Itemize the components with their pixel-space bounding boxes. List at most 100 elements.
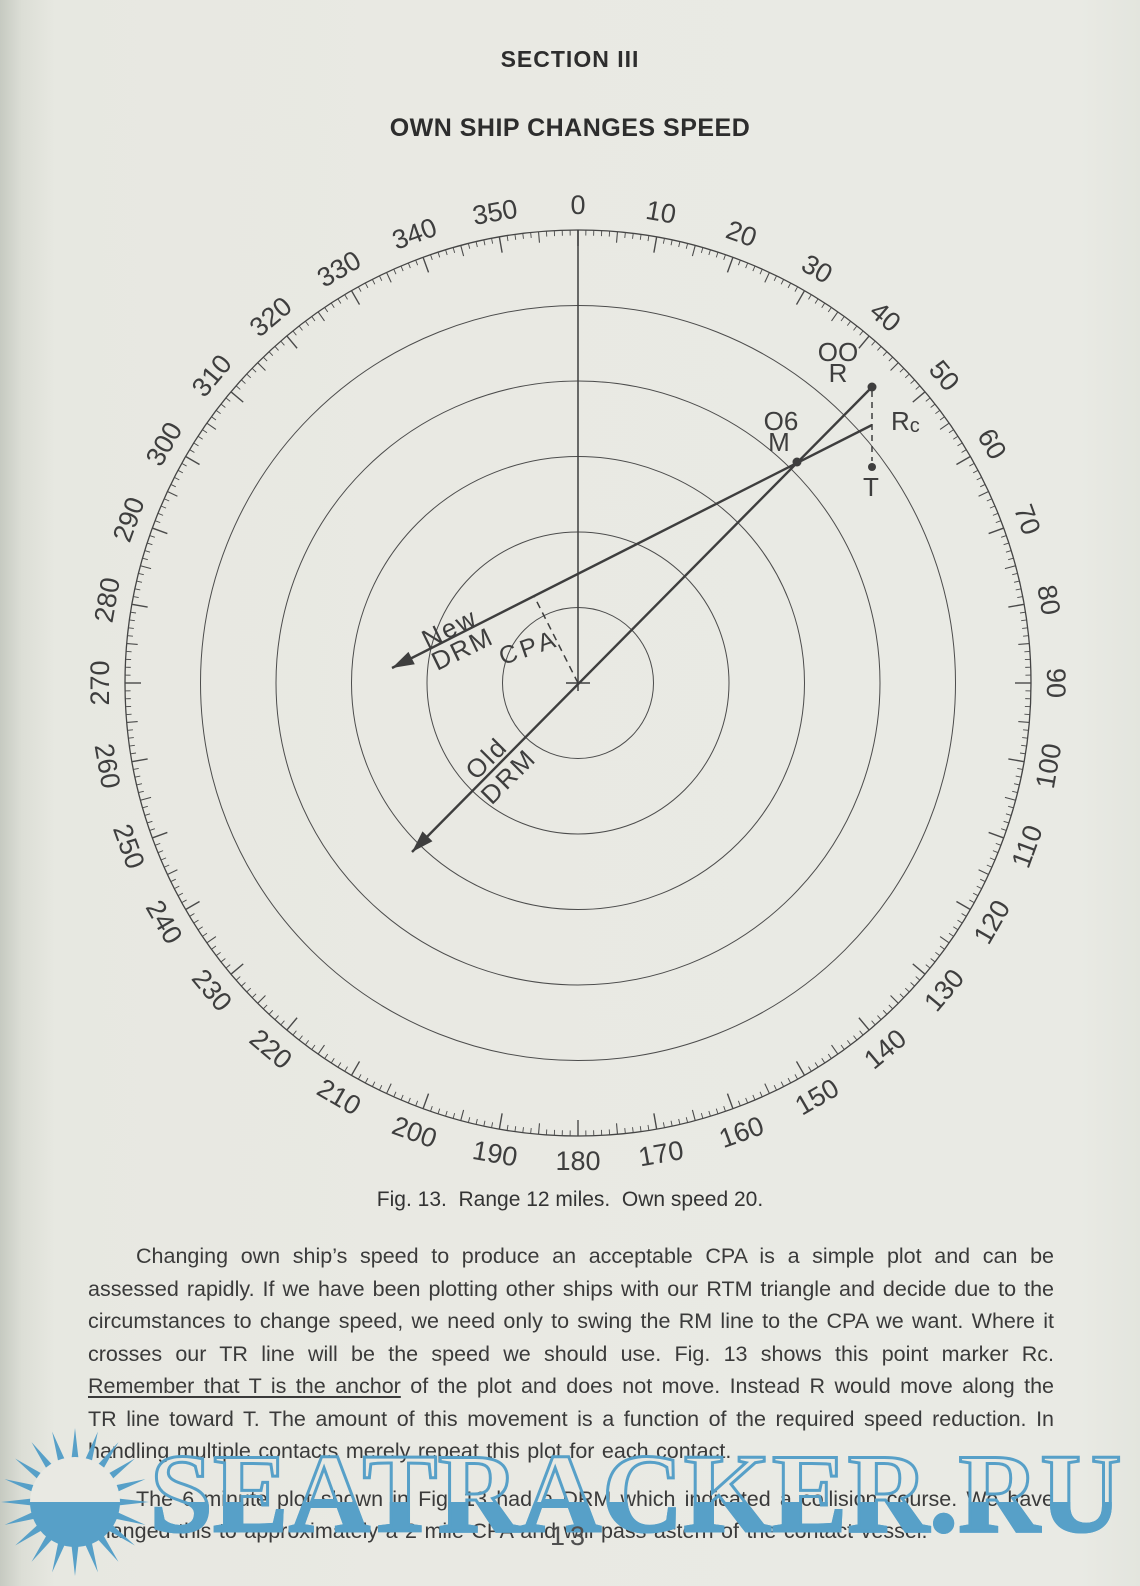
compass-tick	[530, 232, 532, 238]
compass-tick	[491, 238, 494, 244]
compass-tick	[615, 231, 619, 243]
compass-tick	[662, 1122, 665, 1128]
compass-tick	[514, 1126, 517, 1132]
compass-tick	[330, 302, 335, 308]
compass-tick	[708, 1110, 711, 1117]
compass-tick	[246, 373, 252, 379]
compass-tick	[185, 900, 200, 911]
compass-tick	[514, 234, 517, 240]
degree-label: 120	[968, 895, 1017, 949]
compass-tick	[969, 899, 975, 904]
compass-tick	[144, 813, 151, 816]
degree-label: 240	[140, 895, 189, 949]
compass-tick	[379, 1085, 383, 1091]
compass-tick	[241, 379, 246, 384]
compass-tick	[1019, 752, 1026, 755]
compass-tick	[154, 520, 161, 524]
compass-tick	[759, 268, 763, 275]
compass-tick	[445, 249, 448, 256]
compass-tick	[846, 1040, 851, 1046]
compass-tick	[989, 505, 996, 509]
compass-tick	[136, 783, 143, 786]
label-m: M	[768, 427, 790, 457]
compass-tick	[215, 951, 221, 956]
compass-tick	[142, 805, 148, 809]
compass-tick	[980, 878, 986, 882]
degree-label: 340	[388, 212, 441, 256]
degree-label: 350	[470, 194, 520, 231]
degree-label: 0	[570, 190, 585, 220]
compass-tick	[286, 1017, 298, 1031]
compass-tick	[371, 1081, 376, 1087]
compass-tick	[337, 298, 342, 304]
degree-label: 200	[388, 1110, 441, 1154]
compass-tick	[1013, 783, 1020, 786]
compass-tick	[888, 1004, 894, 1010]
compass-tick	[915, 385, 921, 390]
compass-tick	[400, 265, 404, 272]
compass-tick	[1022, 627, 1028, 629]
compass-tick	[853, 1035, 858, 1041]
compass-tick	[305, 320, 310, 326]
compass-tick	[128, 737, 134, 739]
compass-tick	[157, 512, 164, 516]
paragraph-2: The 6 minute plot shown in Fig. 13 had a…	[88, 1483, 1054, 1548]
compass-tick	[350, 290, 361, 305]
compass-tick	[1008, 805, 1014, 809]
compass-tick	[498, 236, 503, 253]
compass-tick	[840, 316, 845, 322]
compass-tick	[715, 252, 719, 258]
page-title: OWN SHIP CHANGES SPEED	[389, 114, 751, 142]
degree-label: 100	[1030, 741, 1067, 791]
compass-tick	[337, 1062, 342, 1068]
compass-tick	[1017, 596, 1023, 599]
compass-tick	[910, 379, 915, 384]
compass-tick	[653, 236, 658, 253]
compass-tick	[948, 429, 954, 434]
compass-tick	[452, 247, 456, 253]
compass-tick	[522, 1127, 524, 1133]
compass-tick	[723, 254, 726, 261]
compass-tick	[956, 900, 971, 911]
compass-tick	[386, 1083, 392, 1094]
paragraph-1-text: Changing own ship’s speed to produce an …	[88, 1244, 1054, 1366]
compass-tick	[475, 1118, 478, 1125]
compass-tick	[530, 1128, 532, 1134]
compass-tick	[280, 340, 285, 346]
compass-tick	[235, 385, 241, 390]
compass-tick	[167, 491, 178, 497]
compass-tick	[858, 335, 870, 349]
compass-tick	[773, 275, 777, 281]
compass-tick	[890, 362, 899, 371]
compass-tick	[280, 1020, 285, 1026]
compass-tick	[393, 1091, 397, 1098]
compass-tick	[415, 1100, 419, 1107]
compass-tick	[1008, 603, 1025, 608]
compass-tick	[251, 367, 257, 373]
compass-tick	[311, 1044, 316, 1050]
compass-tick	[130, 611, 137, 614]
compass-tick	[163, 498, 170, 502]
compass-tick	[415, 259, 419, 266]
compass-tick	[311, 316, 316, 322]
compass-tick	[220, 403, 226, 408]
compass-tick	[904, 373, 910, 379]
compass-tick	[324, 307, 329, 313]
compass-tick	[292, 330, 297, 336]
compass-tick	[1012, 572, 1018, 576]
compass-tick	[460, 245, 465, 257]
compass-tick	[795, 290, 806, 305]
compass-tick	[206, 936, 217, 944]
compass-tick	[1004, 796, 1016, 801]
compass-tick	[131, 758, 148, 763]
compass-tick	[700, 1113, 704, 1119]
compass-tick	[915, 976, 921, 981]
compass-tick	[379, 275, 383, 281]
compass-tick	[357, 1074, 362, 1080]
compass-tick	[939, 936, 950, 944]
compass-tick	[685, 1117, 689, 1123]
degree-label: 40	[864, 296, 906, 338]
compass-tick	[170, 484, 176, 488]
